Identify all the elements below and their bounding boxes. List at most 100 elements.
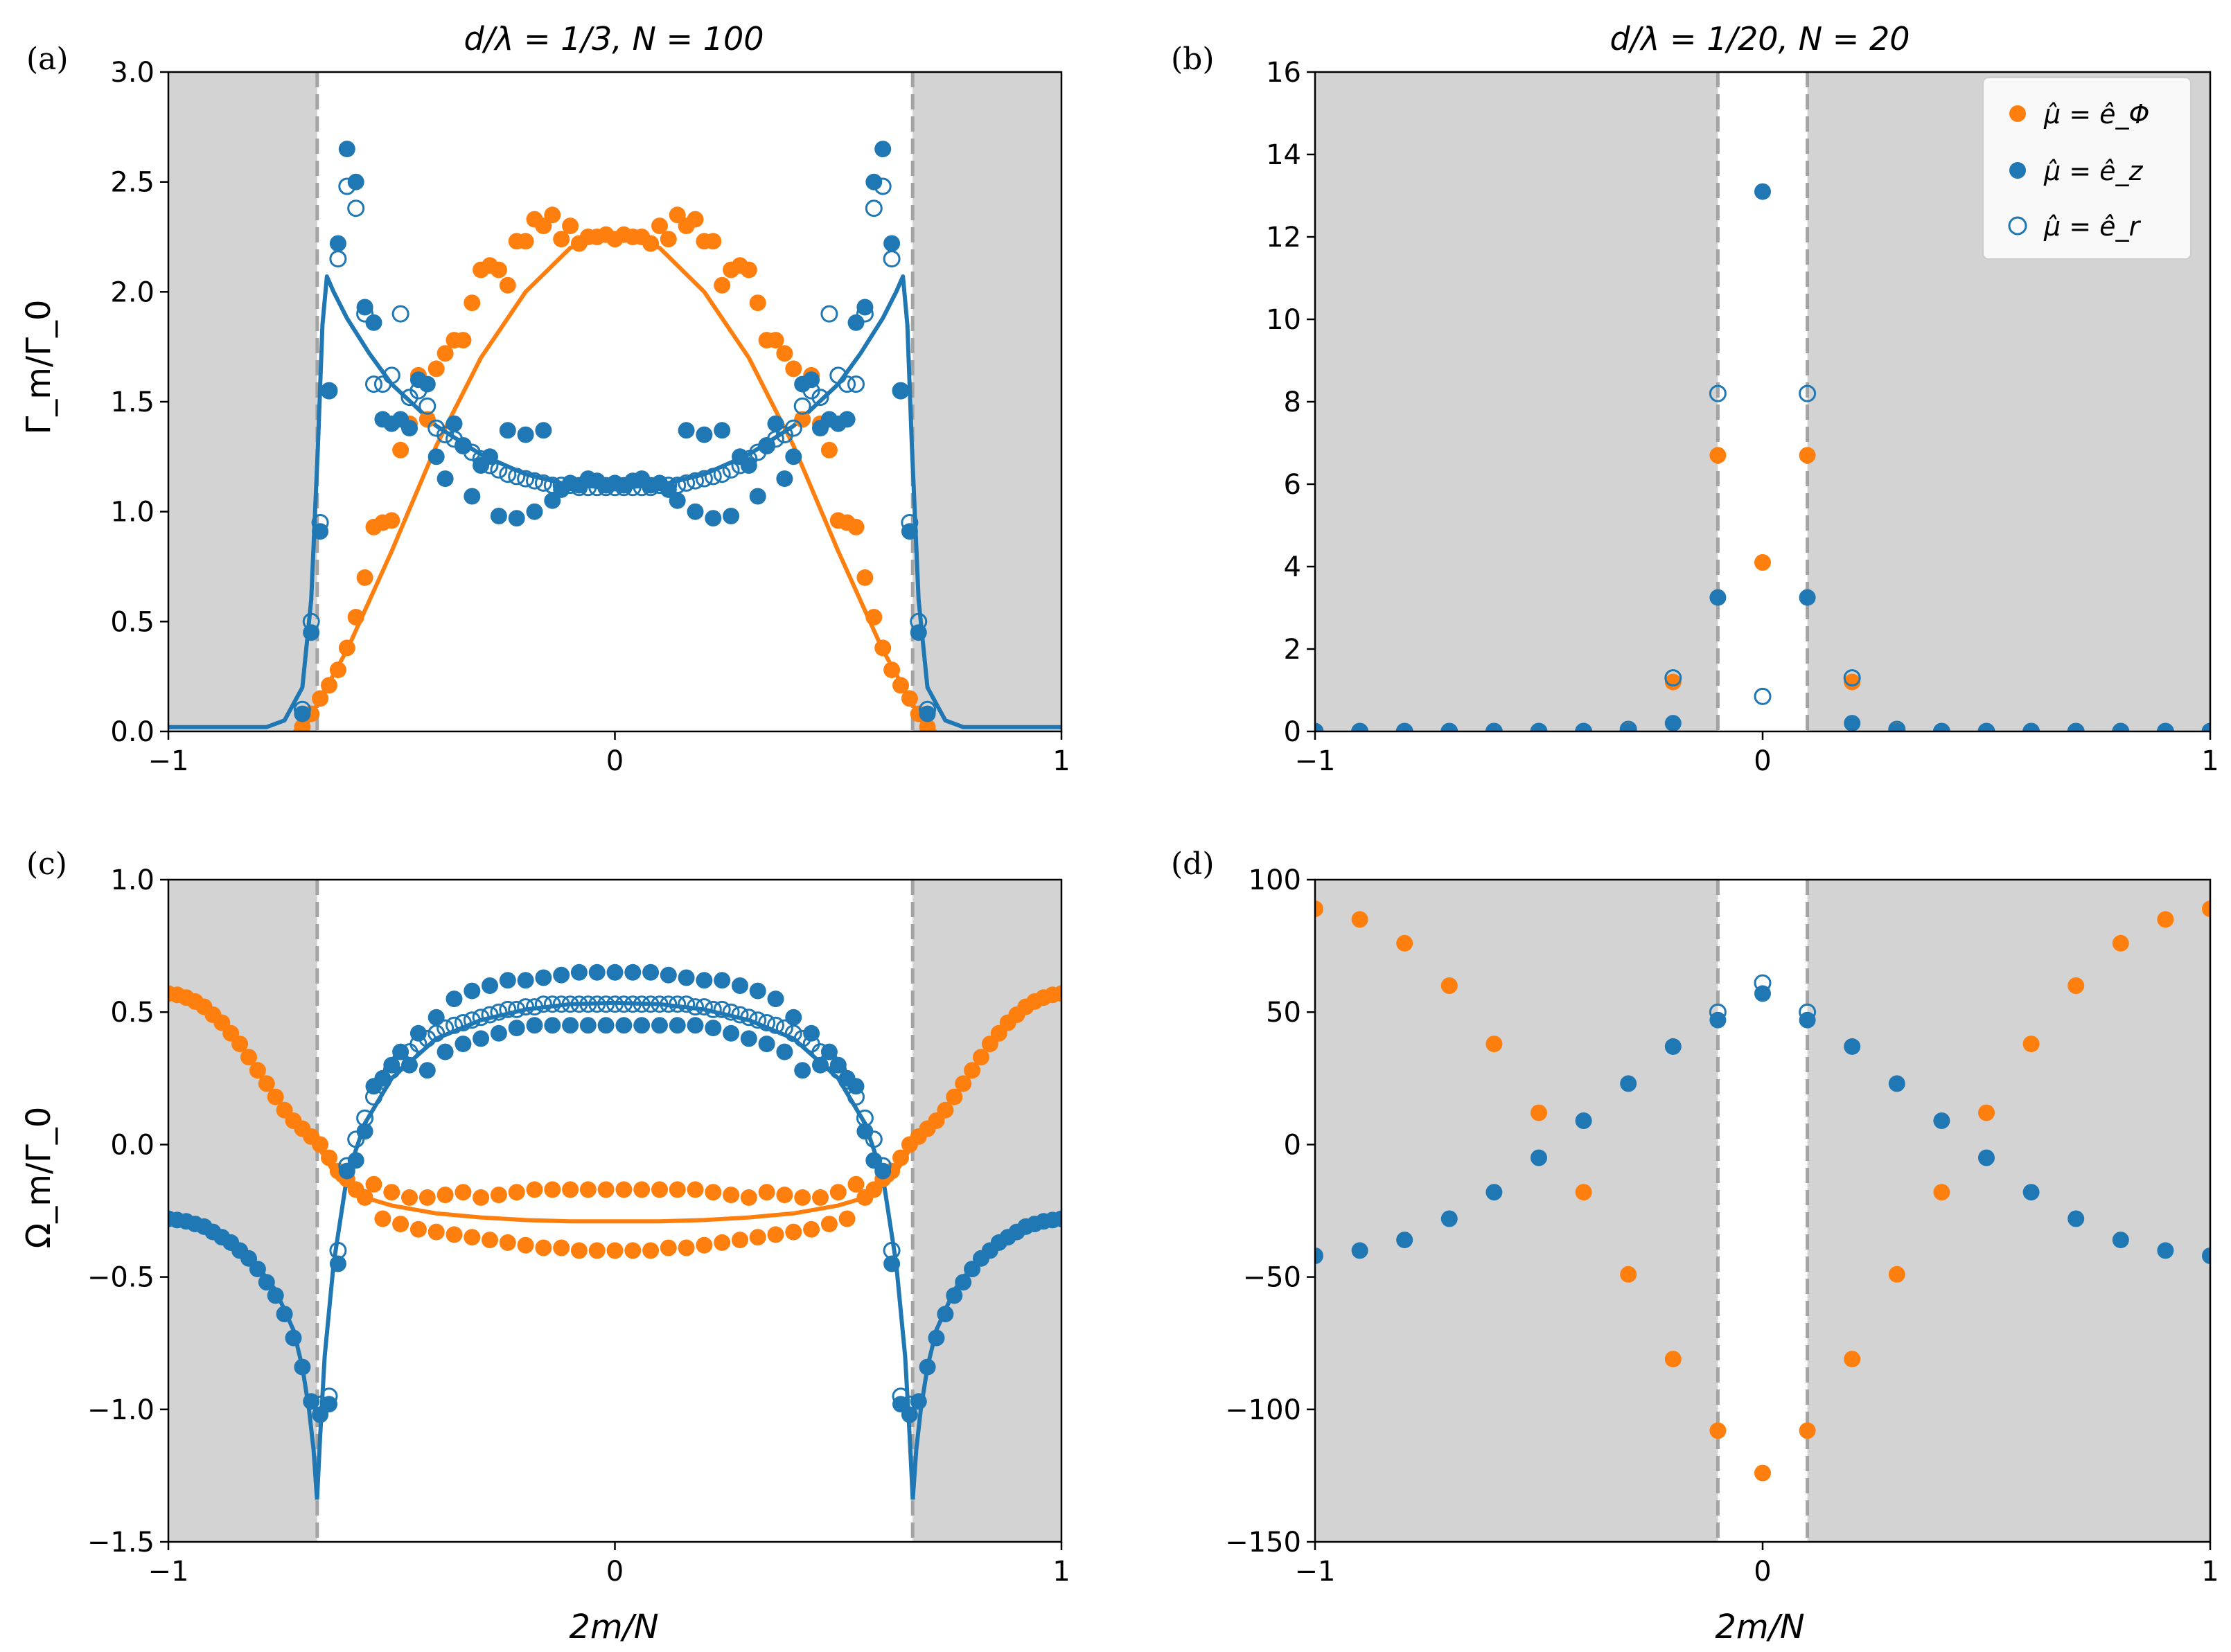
- p0-point-s2-11: [391, 305, 409, 323]
- p2-point-s3-49: [749, 982, 766, 1000]
- p2-point-s1-59: [838, 1210, 856, 1227]
- p2-point-s3-63: [874, 1162, 892, 1180]
- p0-point-s2-66: [883, 250, 901, 268]
- p0-ytick-label-5: 2.5: [110, 167, 155, 199]
- p2-point-s1-40: [669, 1181, 686, 1198]
- p2-xtick-label-1: 0: [606, 1556, 624, 1588]
- p0-point-s1-52: [758, 437, 775, 454]
- p2-point-s1-57: [820, 1216, 838, 1233]
- p3-point-s1-14: [1933, 1112, 1950, 1129]
- p0-point-s0-2: [312, 690, 329, 707]
- p0-point-s1-65: [874, 141, 892, 158]
- p2-point-s1-54: [794, 1189, 811, 1206]
- p2-point-s0-10: [249, 1062, 266, 1079]
- p0-shade-right: [912, 72, 1061, 731]
- p2-point-s1-51: [767, 1226, 784, 1243]
- p1-point-s1-9: [1709, 589, 1727, 606]
- p3-point-s1-12: [1844, 1038, 1861, 1055]
- p0-point-s0-3: [321, 677, 337, 694]
- p0-point-s2-38: [633, 479, 651, 497]
- p0-point-s0-53: [767, 332, 784, 349]
- p2-point-s1-22: [508, 1184, 525, 1201]
- p2-point-s4-28: [561, 995, 579, 1013]
- p2-point-s4-1: [320, 1387, 338, 1405]
- p2-point-s1-44: [705, 1184, 722, 1201]
- p2-point-s2-12: [267, 1287, 284, 1304]
- p2-point-s3-23: [517, 972, 534, 989]
- p2-point-s3-8: [383, 1056, 400, 1074]
- p0-point-s2-40: [651, 477, 669, 495]
- p0-point-s2-22: [490, 461, 508, 479]
- p0-point-s1-61: [838, 411, 856, 428]
- p2-point-s1-49: [749, 1229, 766, 1246]
- p2-point-s1-5: [356, 1189, 373, 1206]
- p2-point-s1-8: [383, 1184, 400, 1201]
- p2-point-s1-36: [633, 1181, 651, 1198]
- p2-point-s4-46: [722, 1003, 740, 1021]
- p2-point-s4-7: [373, 1072, 391, 1090]
- p0-point-s1-53: [767, 415, 784, 432]
- p0-point-s1-46: [705, 510, 722, 527]
- p3-point-s0-3: [1440, 977, 1458, 994]
- p1-ytick-label-3: 6: [1284, 469, 1301, 501]
- p2-point-s3-2: [329, 1255, 346, 1272]
- p2-point-s0-8: [231, 1036, 249, 1053]
- p2-point-s1-13: [427, 1223, 445, 1241]
- p1-ytick-label-4: 8: [1284, 387, 1301, 418]
- p2-point-s1-0: [312, 1136, 329, 1153]
- p0-point-s2-70: [919, 700, 937, 718]
- p0-point-s2-35: [606, 479, 624, 497]
- p2-point-s1-32: [597, 1181, 615, 1198]
- p3-shade-right: [1807, 880, 2210, 1542]
- p1-ytick-label-2: 4: [1284, 551, 1301, 583]
- p2-point-s3-27: [553, 966, 570, 984]
- ylabel-a: Γ_m/Γ_0: [19, 300, 58, 435]
- p0-point-s0-16: [436, 345, 454, 362]
- p2-point-s3-39: [660, 966, 677, 984]
- p1-xtick-label-1: 0: [1754, 745, 1771, 777]
- p0-point-s2-46: [704, 468, 722, 486]
- p2-point-s3-22: [508, 1020, 525, 1037]
- p0-point-s2-32: [579, 479, 597, 497]
- p0-point-s0-54: [776, 345, 793, 362]
- p2-point-s1-21: [499, 1234, 516, 1251]
- p3-point-s0-4: [1485, 1036, 1503, 1053]
- p2-point-s3-25: [535, 969, 552, 986]
- p0-point-s1-42: [669, 492, 686, 509]
- p2-point-s4-5: [356, 1109, 374, 1127]
- p2-point-s1-10: [401, 1189, 418, 1206]
- p1-point-s2-13: [1888, 720, 1906, 731]
- p3-point-s2-0: [1709, 1003, 1727, 1021]
- p2-point-s4-3: [338, 1157, 356, 1175]
- p2-point-s3-21: [499, 972, 516, 989]
- p0-point-s1-51: [749, 488, 766, 505]
- p2-point-s4-16: [454, 1014, 472, 1031]
- p0-point-s0-66: [883, 661, 901, 679]
- p0-point-s1-18: [455, 437, 472, 454]
- p0-point-s2-34: [597, 479, 615, 497]
- p0-point-s2-48: [722, 461, 740, 479]
- p0-point-s2-53: [767, 430, 784, 448]
- p0-point-s2-59: [820, 305, 838, 323]
- p3-ytick-label-2: −50: [1243, 1262, 1301, 1294]
- p2-point-s3-54: [794, 1062, 811, 1079]
- p0-point-s2-36: [615, 479, 633, 497]
- p0-point-s1-16: [436, 470, 454, 488]
- p0-point-s1-43: [678, 422, 695, 439]
- p1-point-s2-17: [2067, 722, 2085, 731]
- p0-point-s1-2: [312, 523, 329, 540]
- p0-point-s0-47: [714, 276, 731, 294]
- p0-point-s2-10: [382, 366, 400, 384]
- p0-point-s0-70: [919, 718, 936, 731]
- p2-point-s4-12: [418, 1029, 436, 1047]
- p0-point-s1-55: [785, 448, 802, 465]
- p0-point-s1-14: [418, 375, 436, 393]
- p1-point-s2-19: [2156, 722, 2174, 731]
- p2-point-s4-62: [865, 1130, 883, 1148]
- legend-label-phi: μ̂ = ê_Φ: [2043, 99, 2149, 130]
- p2-point-s4-66: [901, 1395, 919, 1413]
- p2-point-s4-37: [642, 995, 660, 1013]
- p0-point-s0-19: [464, 294, 481, 312]
- p3-point-s1-16: [2022, 1184, 2040, 1201]
- p2-point-s4-29: [570, 995, 588, 1013]
